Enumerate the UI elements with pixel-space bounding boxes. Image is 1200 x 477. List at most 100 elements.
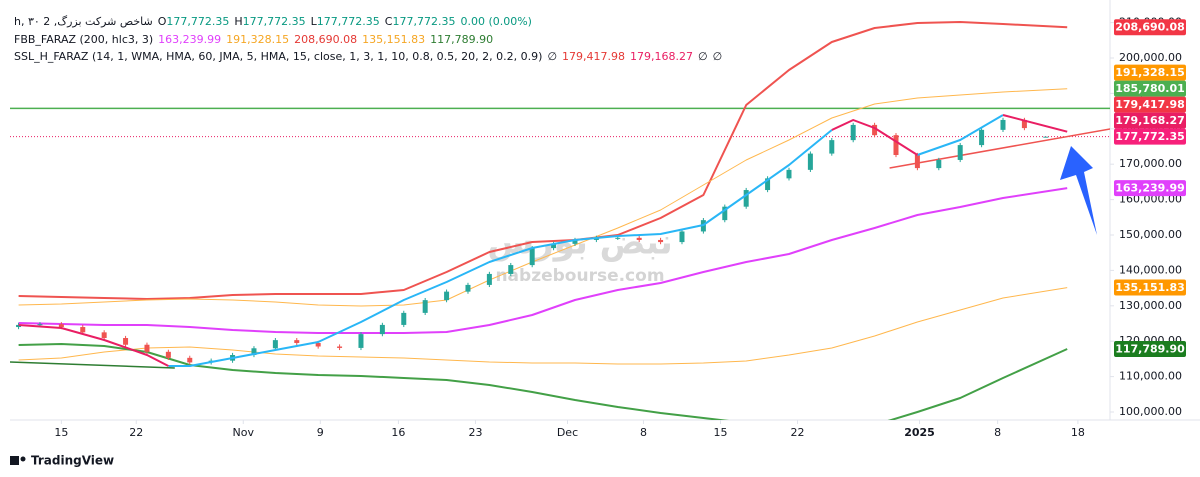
tradingview-logo: TradingView — [10, 454, 114, 468]
candle-body — [529, 248, 535, 266]
indicator-value: 135,151.83 — [362, 32, 426, 46]
indicator-name: SSL_H_FARAZ (14, 1, WMA, HMA, 60, JMA, 5… — [14, 50, 543, 63]
ohlc-label: H — [234, 15, 243, 28]
candle-body — [80, 327, 86, 333]
candle-body — [58, 324, 64, 328]
candle-body — [508, 265, 514, 274]
price-label: 185,780.01 — [1115, 82, 1185, 95]
annotation-arrow — [1060, 146, 1097, 235]
candle-body — [679, 231, 685, 243]
y-tick-label: 130,000.00 — [1119, 299, 1182, 312]
y-tick-label: 150,000.00 — [1119, 228, 1182, 241]
band-line — [18, 343, 1068, 420]
candle-body — [1000, 119, 1006, 130]
ohlc-label: L — [310, 15, 317, 28]
ohlc-item: O177,772.35 — [158, 15, 230, 28]
logo-icon — [20, 456, 26, 462]
price-label: 179,168.27 — [1115, 114, 1185, 127]
price-label-box — [1114, 128, 1186, 145]
ohlc-label: O — [157, 15, 167, 28]
price-label-box — [1114, 112, 1186, 129]
ohlc-item: C177,772.35 — [385, 15, 456, 28]
x-tick-label: Dec — [557, 426, 578, 439]
x-tick-label: Nov — [233, 426, 255, 439]
candle-body — [187, 357, 193, 363]
candle-body — [658, 239, 664, 243]
trendline — [889, 128, 1110, 169]
candle-body — [165, 351, 171, 358]
watermark-url: nabzebourse.com — [495, 266, 664, 286]
ohlc-value: 177,772.35 — [242, 15, 306, 28]
candle-body — [807, 153, 813, 170]
x-tick-label: 9 — [317, 426, 324, 439]
y-tick-label: 110,000.00 — [1119, 370, 1182, 383]
candle-body — [358, 334, 364, 348]
y-tick-label: 100,000.00 — [1119, 405, 1182, 418]
candle-body — [551, 243, 557, 249]
candle-body — [936, 159, 942, 169]
ohlc-value: 177,772.35 — [316, 15, 380, 28]
candle-body — [294, 340, 300, 343]
band-line — [18, 21, 1068, 300]
price-label-box — [1114, 96, 1186, 113]
candle-body — [337, 346, 343, 348]
legend-row: SSL_H_FARAZ (14, 1, WMA, HMA, 60, JMA, 5… — [14, 48, 727, 66]
candle-body — [251, 348, 257, 356]
candle-body — [144, 344, 150, 352]
ohlc-item: H177,772.35 — [234, 15, 305, 28]
candle-body — [401, 312, 407, 325]
price-label-box — [1114, 341, 1186, 358]
candle-body — [829, 140, 835, 154]
price-label: 208,690.08 — [1115, 21, 1185, 34]
price-label: 177,772.35 — [1115, 130, 1185, 143]
y-tick-label: 140,000.00 — [1119, 263, 1182, 276]
price-label-box — [1114, 64, 1186, 81]
indicator-value: ∅ — [547, 50, 558, 63]
indicator-value: ∅ — [698, 50, 708, 63]
candle-body — [379, 324, 385, 335]
price-label: 117,789.90 — [1115, 343, 1185, 356]
candle-body — [1043, 136, 1049, 138]
x-tick-label: 22 — [791, 426, 805, 439]
ohlc-value: 177,772.35 — [166, 15, 230, 28]
indicator-value: 117,789.90 — [430, 32, 494, 46]
candle-body — [979, 129, 985, 146]
x-tick-label: 8 — [994, 426, 1001, 439]
band-line — [18, 187, 1068, 334]
price-label: 191,328.15 — [1115, 66, 1185, 79]
indicator-value: 208,690.08 — [294, 32, 358, 46]
legend: شاخص شرکت بزرگ, h, ۳۰ 2 O177,772.35 H177,7… — [14, 13, 727, 66]
trendline — [10, 361, 175, 369]
ohlc-label: C — [384, 15, 393, 28]
indicator-value: ∅ — [712, 50, 723, 63]
indicator-name: FBB_FARAZ (200, hlc3, 3) — [14, 32, 154, 46]
candle-body — [572, 239, 578, 244]
x-tick-label: 18 — [1071, 426, 1085, 439]
x-tick-label: 23 — [468, 426, 482, 439]
ohlc-value: 177,772.35 — [392, 15, 456, 28]
indicator-value: 179,168.27 — [630, 50, 693, 63]
candle-body — [872, 124, 878, 136]
legend-row: شاخص شرکت بزرگ, h, ۳۰ 2 O177,772.35 H177,7… — [14, 13, 727, 31]
candle-body — [486, 273, 492, 285]
indicator-value: 179,417.98 — [562, 50, 626, 63]
ssl-line — [18, 114, 1068, 367]
x-tick-label: 22 — [129, 426, 143, 439]
candle-body — [765, 178, 771, 191]
candle-body — [615, 237, 621, 239]
candle-body — [1021, 119, 1027, 129]
candle-body — [786, 169, 792, 179]
candle-body — [37, 324, 43, 326]
candle-body — [722, 206, 728, 221]
price-label: 179,417.98 — [1115, 98, 1185, 111]
x-tick-label: 8 — [640, 426, 647, 439]
candle-body — [914, 154, 920, 169]
indicator-value: 163,239.99 — [158, 32, 222, 46]
indicator-value: 191,328.15 — [226, 32, 290, 46]
candle-body — [315, 342, 321, 347]
price-label: 135,151.83 — [1115, 281, 1185, 294]
symbol-name: شاخص شرکت بزرگ, h, ۳۰ 2 — [14, 15, 153, 28]
change-value: 0.00 (0.00%) — [460, 15, 532, 28]
y-tick-label: 170,000.00 — [1119, 157, 1182, 170]
